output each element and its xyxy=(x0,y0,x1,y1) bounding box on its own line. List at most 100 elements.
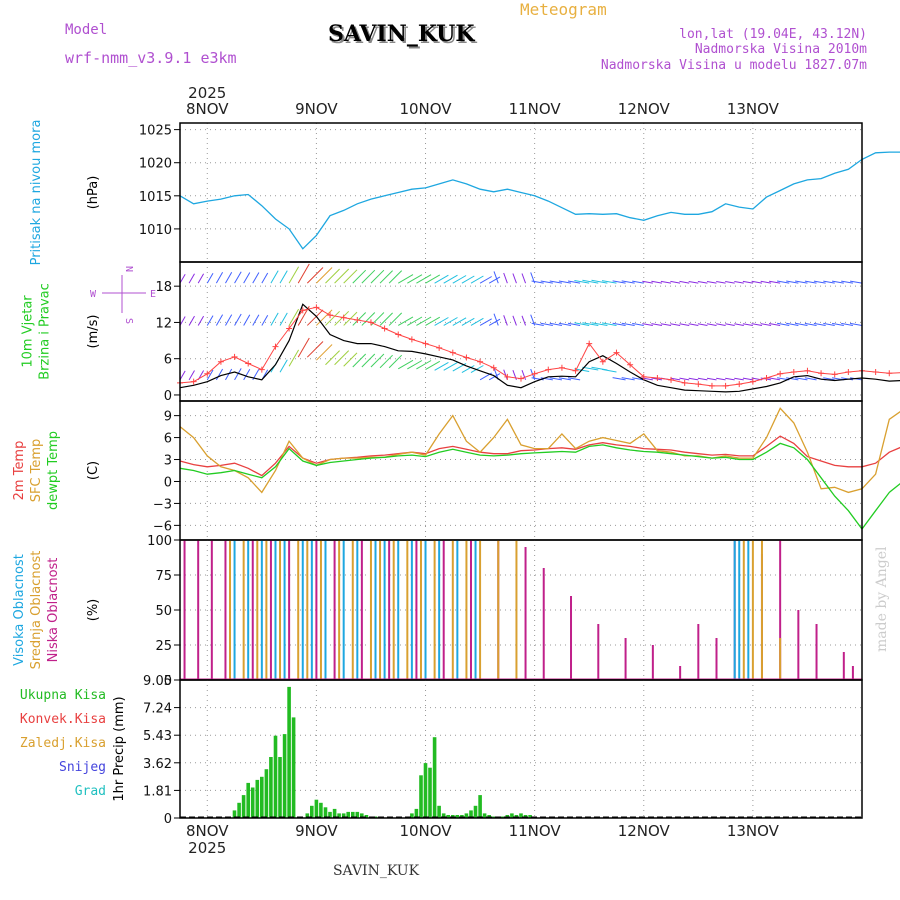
series-line-wind-gust xyxy=(179,306,900,387)
wind-barb xyxy=(612,377,626,381)
wind-barb xyxy=(379,312,393,326)
wind-barb xyxy=(601,280,617,284)
wind-barb xyxy=(642,280,653,284)
precip-bar xyxy=(510,813,514,818)
precip-bar xyxy=(264,769,269,818)
station-title-shadow: SAVIN_KUK xyxy=(330,23,477,49)
wind-barb xyxy=(407,316,423,326)
precip-bar xyxy=(446,815,450,818)
wind-barb xyxy=(503,369,508,381)
precip-bar xyxy=(519,813,523,818)
gust-marker xyxy=(204,370,211,377)
wind-barb xyxy=(813,280,826,284)
wind-barb xyxy=(306,309,324,326)
gust-marker xyxy=(627,361,634,368)
precip-bar xyxy=(246,782,250,818)
wind-barb xyxy=(670,323,681,326)
gust-marker xyxy=(736,381,743,388)
wind-barb xyxy=(591,279,608,284)
y-axis-label: dewpt Temp xyxy=(46,431,61,510)
gust-marker xyxy=(395,331,402,338)
wind-barb xyxy=(234,313,242,326)
gust-marker xyxy=(695,381,702,388)
wind-barb xyxy=(591,322,608,326)
wind-barb xyxy=(470,275,484,284)
gust-marker xyxy=(804,367,811,374)
wind-barb xyxy=(297,263,310,284)
wind-barb xyxy=(206,315,214,326)
precip-bar xyxy=(332,808,337,818)
wind-barb xyxy=(688,281,699,284)
wind-barb xyxy=(725,323,735,326)
wind-barb xyxy=(479,276,492,284)
gust-marker xyxy=(790,368,797,375)
gust-marker xyxy=(572,367,579,374)
wind-barb xyxy=(488,318,501,326)
wind-barb xyxy=(397,359,414,370)
y-tick-label: 1.81 xyxy=(143,784,172,799)
precip-bar xyxy=(250,787,255,818)
wind-barb xyxy=(188,315,195,326)
precip-bar xyxy=(437,805,441,818)
wind-barb xyxy=(751,280,763,284)
footer-station: SAVIN_KUK xyxy=(333,863,420,879)
wind-barb xyxy=(243,314,251,326)
gust-marker xyxy=(422,340,429,347)
wind-barb xyxy=(795,280,808,284)
wind-barb xyxy=(651,323,663,326)
time-axes: 8NOV 8NOV 9NOV 9NOV 10NOV 10NOV 11NOV 11NOV 12NO… xyxy=(186,84,780,857)
wind-barb xyxy=(850,280,863,284)
wind-barb xyxy=(679,323,690,326)
precip-bar xyxy=(341,813,346,818)
wind-barb xyxy=(452,317,467,326)
wind-barb xyxy=(841,322,853,326)
wind-barb xyxy=(434,274,449,284)
gust-marker xyxy=(708,382,715,389)
wind-barb xyxy=(760,323,772,326)
top-year-label: 2025 xyxy=(188,84,226,102)
panels: 1010 1015 1020 1025 (hPa) Pritisak na nivou m… xyxy=(12,120,900,827)
wind-barb xyxy=(521,273,527,284)
gust-marker xyxy=(818,370,825,377)
top-date-label: 9NOV xyxy=(295,100,338,118)
y-tick-label: 18 xyxy=(155,280,172,295)
gust-marker xyxy=(217,358,224,365)
panel-frame xyxy=(179,400,863,541)
wind-barb xyxy=(716,323,726,326)
precip-bar xyxy=(273,735,278,818)
compass-east: E xyxy=(150,289,156,300)
wind-barb xyxy=(252,272,260,284)
wind-barb xyxy=(706,281,717,284)
precip-bar xyxy=(355,811,360,818)
wind-barb xyxy=(388,354,403,369)
y-tick-label: 0 xyxy=(164,475,172,490)
precip-bar xyxy=(310,805,314,818)
wind-barb xyxy=(769,280,781,284)
y-tick-label: 1020 xyxy=(139,157,172,172)
wind-barb xyxy=(388,270,403,284)
wind-barb xyxy=(725,281,735,284)
y-axis-label: Niska Oblacnost xyxy=(46,558,61,663)
gust-marker xyxy=(436,344,443,351)
panel-frame xyxy=(179,679,863,819)
precip-bar xyxy=(319,802,323,818)
wind-barb xyxy=(651,280,663,284)
wind-barb xyxy=(252,314,260,326)
wind-barb xyxy=(316,309,333,326)
gust-marker xyxy=(599,358,606,365)
wind-barb xyxy=(823,377,835,381)
bottom-date-label: 13NOV xyxy=(727,822,780,840)
wind-barb xyxy=(760,280,772,284)
wind-barb xyxy=(558,280,572,284)
top-date-label: 10NOV xyxy=(399,100,452,118)
bottom-date-label: 11NOV xyxy=(509,822,562,840)
wind-barb xyxy=(706,323,717,326)
wind-barb xyxy=(688,377,699,381)
wind-barb xyxy=(325,268,340,284)
wind-barb xyxy=(352,312,367,326)
unit-label: (hPa) xyxy=(86,176,101,210)
precip-bar xyxy=(432,737,437,818)
gust-marker xyxy=(245,360,252,367)
wind-barb xyxy=(461,317,475,326)
wind-barb xyxy=(549,377,563,381)
